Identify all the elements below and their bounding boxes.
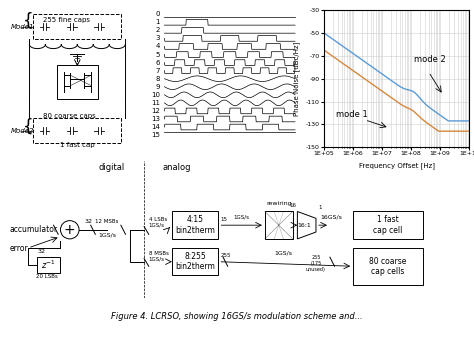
FancyBboxPatch shape [37, 257, 61, 273]
Text: 2: 2 [155, 27, 160, 33]
Text: 1GS/s: 1GS/s [234, 214, 250, 219]
Text: mode 2: mode 2 [414, 55, 446, 64]
Text: rewiring: rewiring [266, 201, 292, 206]
Text: 255
(175
unused): 255 (175 unused) [306, 255, 326, 272]
Text: 255: 255 [221, 253, 231, 258]
Text: 5: 5 [155, 51, 160, 58]
FancyBboxPatch shape [172, 248, 219, 276]
Text: 1GS/s: 1GS/s [149, 256, 165, 261]
Text: 0: 0 [155, 11, 160, 17]
Y-axis label: Phase Noise [dBc/Hz]: Phase Noise [dBc/Hz] [293, 42, 301, 116]
Text: mode 1: mode 1 [336, 110, 367, 119]
Text: 32: 32 [84, 219, 92, 224]
FancyBboxPatch shape [57, 65, 98, 99]
Text: 11: 11 [151, 100, 160, 106]
FancyBboxPatch shape [353, 211, 423, 239]
Text: 8:255
bin2therm: 8:255 bin2therm [175, 252, 215, 271]
Text: 255 fine caps: 255 fine caps [43, 17, 90, 23]
Text: +: + [64, 223, 75, 237]
FancyBboxPatch shape [34, 118, 121, 143]
Text: 80 coarse caps: 80 coarse caps [43, 113, 96, 119]
Text: 8 MSBs: 8 MSBs [149, 251, 169, 256]
X-axis label: Frequency Offset [Hz]: Frequency Offset [Hz] [359, 162, 435, 169]
FancyBboxPatch shape [265, 211, 293, 239]
Text: 4: 4 [155, 44, 160, 49]
Text: accumulator: accumulator [9, 225, 57, 234]
Text: 20 LSBs: 20 LSBs [36, 274, 57, 279]
Text: 15: 15 [221, 217, 228, 222]
Text: 7: 7 [155, 68, 160, 74]
Text: 80 coarse
cap cells: 80 coarse cap cells [369, 256, 407, 276]
Text: 16:1: 16:1 [298, 223, 311, 228]
Text: 13: 13 [151, 116, 160, 122]
Text: 9: 9 [155, 84, 160, 90]
Text: 16GS/s: 16GS/s [320, 214, 343, 219]
Text: 32: 32 [38, 249, 46, 254]
FancyBboxPatch shape [34, 14, 121, 39]
Text: 16: 16 [289, 203, 296, 208]
Text: 6: 6 [155, 60, 160, 65]
Text: 3: 3 [155, 35, 160, 41]
Text: 1GS/s: 1GS/s [274, 251, 292, 256]
FancyBboxPatch shape [353, 248, 423, 284]
Text: Mode2: Mode2 [11, 128, 35, 134]
Text: {: { [23, 118, 33, 136]
Text: 10: 10 [151, 92, 160, 98]
Text: 1: 1 [155, 19, 160, 25]
Text: 1 fast cap: 1 fast cap [60, 142, 95, 148]
Text: 4:15
bin2therm: 4:15 bin2therm [175, 216, 215, 235]
Text: 1GS/s: 1GS/s [149, 222, 165, 227]
FancyBboxPatch shape [172, 211, 219, 239]
Text: 12: 12 [151, 108, 160, 114]
Text: {: { [23, 12, 33, 30]
Text: 1GS/s: 1GS/s [98, 233, 116, 238]
Text: analog: analog [163, 163, 191, 173]
Text: 1 fast
cap cell: 1 fast cap cell [374, 216, 402, 235]
Text: 12 MSBs: 12 MSBs [95, 219, 118, 224]
Text: $z^{-1}$: $z^{-1}$ [41, 259, 56, 271]
Text: digital: digital [99, 163, 125, 173]
Text: Figure 4. LCRSO, showing 16GS/s modulation scheme and...: Figure 4. LCRSO, showing 16GS/s modulati… [111, 312, 363, 321]
Text: 15: 15 [151, 132, 160, 138]
Text: 14: 14 [151, 124, 160, 130]
Text: Mode1: Mode1 [11, 24, 35, 30]
Text: 8: 8 [155, 76, 160, 82]
Text: 4 LSBs: 4 LSBs [149, 217, 167, 222]
Text: error: error [9, 243, 28, 252]
Polygon shape [297, 211, 316, 239]
Text: 1: 1 [319, 205, 322, 210]
